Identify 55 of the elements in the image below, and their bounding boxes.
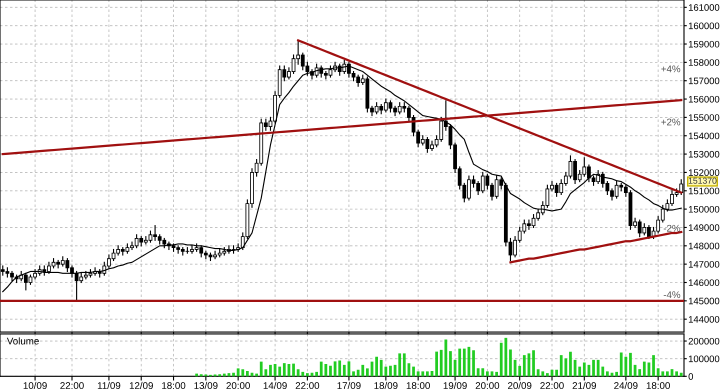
annotation: -4% xyxy=(664,291,680,298)
y-tick-label: 144000 xyxy=(688,316,720,323)
bar xyxy=(522,355,526,376)
annotation: -2% xyxy=(664,224,680,232)
y-tick-label: 200000 xyxy=(688,338,720,345)
y-tick-label: 161000 xyxy=(688,4,720,11)
y-tick-label: 100000 xyxy=(688,356,720,362)
x-tick-label: 22:00 xyxy=(540,382,564,390)
y-tick-label: 154000 xyxy=(688,132,720,140)
bar xyxy=(560,355,563,376)
x-tick-label: 22:00 xyxy=(296,382,320,390)
y-tick-label: 0 xyxy=(688,373,694,380)
y-tick-label: 158000 xyxy=(688,59,720,66)
y-tick-label: 151000 xyxy=(688,188,720,194)
bar xyxy=(260,362,263,376)
y-tick-label: 145000 xyxy=(688,298,720,304)
x-tick-label: 21/09 xyxy=(572,382,596,390)
x-tick-label: 20/09 xyxy=(508,382,532,390)
x-tick-label: 22:00 xyxy=(60,382,84,390)
x-tick-label: 10/09 xyxy=(24,382,47,390)
x-tick-label: 11/09 xyxy=(98,382,120,390)
x-tick-label: 24/09 xyxy=(614,382,638,390)
y-tick-label: 155000 xyxy=(688,114,720,121)
x-tick-label: 14/09 xyxy=(264,382,287,390)
bar xyxy=(195,374,198,376)
y-tick-label: 146000 xyxy=(688,279,720,286)
y-tick-label: 153000 xyxy=(688,150,720,158)
x-tick-label: 18:00 xyxy=(646,382,670,390)
x-tick-label: 20:00 xyxy=(226,382,250,390)
text: 151370 xyxy=(688,178,716,184)
annotation: +4% xyxy=(661,65,680,72)
annotation: +2% xyxy=(661,118,680,126)
bar xyxy=(320,362,323,376)
x-tick-label: 20:00 xyxy=(476,382,500,390)
chart-title: Volume xyxy=(6,337,39,345)
x-tick-label: 18/09 xyxy=(374,382,398,390)
y-tick-label: 152000 xyxy=(688,169,720,176)
y-tick-label: 159000 xyxy=(688,40,720,48)
x-tick-label: 19/09 xyxy=(444,382,467,390)
y-tick-label: 147000 xyxy=(688,260,720,268)
y-tick-label: 148000 xyxy=(688,242,720,250)
x-tick-label: 18:00 xyxy=(162,382,186,390)
y-tick-label: 156000 xyxy=(688,96,720,103)
bar xyxy=(462,348,466,376)
bar xyxy=(642,362,646,376)
y-tick-label: 160000 xyxy=(688,22,720,30)
bar xyxy=(624,356,628,376)
y-tick-label: 150000 xyxy=(688,206,720,213)
x-tick-label: 17/09 xyxy=(338,382,361,390)
y-tick-label: 149000 xyxy=(688,224,720,231)
x-tick-label: 18:00 xyxy=(406,382,430,390)
x-tick-label: 13/09 xyxy=(194,382,218,390)
y-tick-label: 157000 xyxy=(688,78,720,84)
x-tick-label: 12/09 xyxy=(130,382,153,390)
bar xyxy=(458,348,462,376)
